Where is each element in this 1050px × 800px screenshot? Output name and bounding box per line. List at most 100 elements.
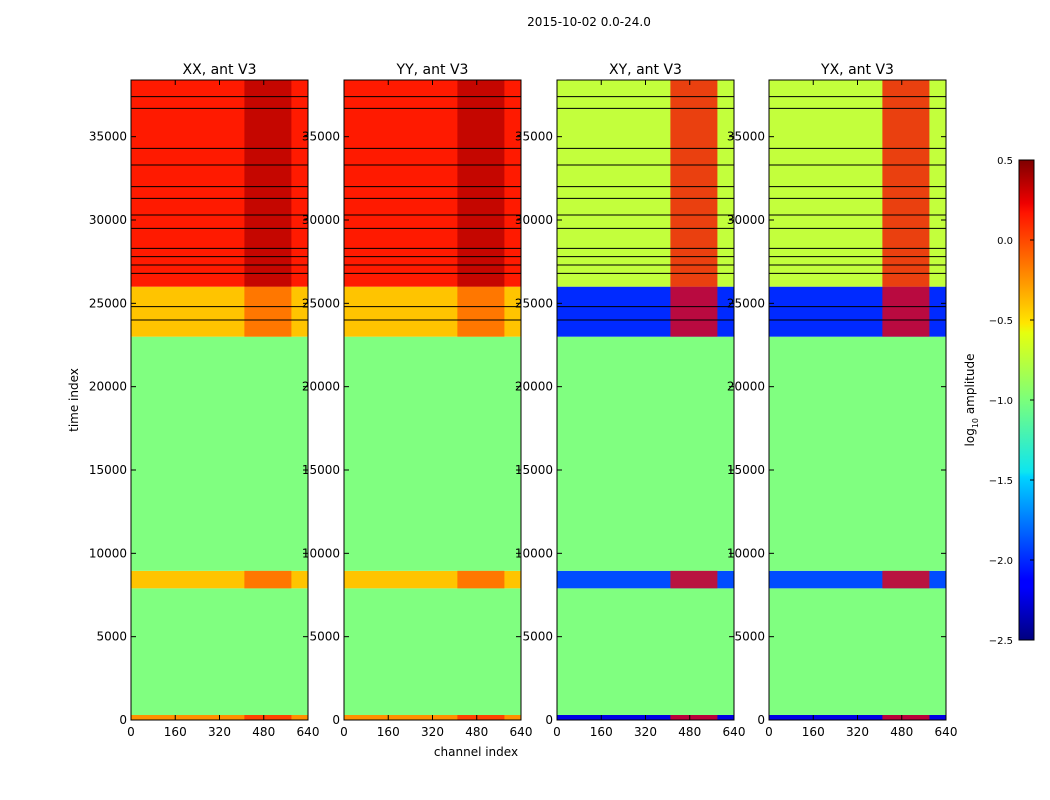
y-tick-label: 5000 (309, 630, 340, 644)
x-axis-label: channel index (434, 745, 518, 759)
x-tick-label: 480 (678, 725, 701, 739)
heatmap-band (457, 715, 505, 720)
panel-title: XX, ant V3 (183, 62, 257, 78)
x-tick-label: 640 (297, 725, 320, 739)
heatmap-band (244, 286, 292, 337)
y-tick-label: 20000 (515, 380, 553, 394)
y-tick-label: 0 (332, 713, 340, 727)
x-tick-label: 160 (164, 725, 187, 739)
colorbar-tick-label: −0.5 (989, 316, 1013, 327)
heatmap-band (882, 570, 930, 589)
panel-title: YY, ant V3 (396, 62, 469, 78)
colorbar-label: log10 amplitude (963, 354, 980, 447)
y-tick-label: 35000 (89, 130, 127, 144)
colorbar: 0.5 0.0 −0.5 −1.0 −1.5 −2.0 −2.5 log10 amplitu… (963, 156, 1035, 647)
y-tick-label: 25000 (515, 296, 553, 310)
x-tick-label: 320 (634, 725, 657, 739)
y-tick-label: 5000 (96, 630, 127, 644)
y-axis-label: time index (67, 368, 81, 432)
heatmap-band (457, 80, 505, 287)
heatmap-band (882, 80, 930, 287)
heatmap-band (670, 715, 718, 720)
y-tick-label: 25000 (302, 296, 340, 310)
y-tick-label: 0 (119, 713, 127, 727)
panel-title: XY, ant V3 (609, 62, 682, 78)
x-tick-label: 480 (252, 725, 275, 739)
heatmap-band (244, 80, 292, 287)
heatmap-block (557, 588, 734, 715)
colorbar-ticks: 0.5 0.0 −0.5 −1.0 −1.5 −2.0 −2.5 (989, 156, 1034, 647)
colorbar-label-amplitude: amplitude (963, 354, 977, 418)
y-tick-label: 15000 (515, 463, 553, 477)
heatmap-band (670, 286, 718, 337)
x-tick-label: 640 (935, 725, 958, 739)
x-tick-label: 480 (890, 725, 913, 739)
x-tick-label: 160 (377, 725, 400, 739)
figure-suptitle: 2015-10-02 0.0-24.0 (527, 15, 651, 29)
y-tick-label: 25000 (727, 296, 765, 310)
heatmap-band (457, 286, 505, 337)
colorbar-tick-label: −1.0 (989, 396, 1013, 407)
heatmap-band (882, 715, 930, 720)
heatmap-band (244, 715, 292, 720)
y-tick-label: 30000 (89, 213, 127, 227)
heatmap-panel-0: XX, ant V3 0 160 320 480 640 0 5000 10000 15000 20… (89, 62, 320, 739)
y-tick-label: 20000 (727, 380, 765, 394)
heatmap-block (769, 588, 946, 715)
colorbar-tick-label: −1.5 (989, 476, 1013, 487)
y-tick-label: 20000 (89, 380, 127, 394)
y-tick-label: 10000 (515, 546, 553, 560)
heatmap-block (131, 336, 308, 571)
heatmap-block (769, 336, 946, 571)
panels: XX, ant V3 0 160 320 480 640 0 5000 10000 15000 20… (89, 62, 958, 739)
heatmap-band (457, 570, 505, 589)
y-tick-label: 0 (757, 713, 765, 727)
x-tick-label: 320 (421, 725, 444, 739)
y-tick-label: 15000 (89, 463, 127, 477)
x-tick-label: 320 (208, 725, 231, 739)
x-tick-label: 640 (723, 725, 746, 739)
colorbar-tick-label: 0.0 (997, 236, 1013, 247)
x-tick-label: 160 (590, 725, 613, 739)
y-tick-label: 30000 (515, 213, 553, 227)
heatmap-block (557, 336, 734, 571)
y-tick-label: 20000 (302, 380, 340, 394)
y-tick-label: 25000 (89, 296, 127, 310)
colorbar-label-sub: 10 (971, 418, 980, 428)
colorbar-tick-label: −2.5 (989, 636, 1013, 647)
x-tick-label: 0 (340, 725, 348, 739)
x-tick-label: 0 (765, 725, 773, 739)
y-tick-label: 0 (545, 713, 553, 727)
y-tick-label: 15000 (727, 463, 765, 477)
heatmap-block (131, 588, 308, 715)
heatmap-block (344, 588, 521, 715)
y-tick-label: 30000 (302, 213, 340, 227)
y-tick-label: 10000 (302, 546, 340, 560)
x-tick-label: 480 (465, 725, 488, 739)
colorbar-tick-label: −2.0 (989, 556, 1013, 567)
panel-title: YX, ant V3 (820, 62, 894, 78)
y-tick-label: 35000 (302, 130, 340, 144)
x-tick-label: 0 (553, 725, 561, 739)
heatmap-band (244, 570, 292, 589)
heatmap-band (670, 80, 718, 287)
x-tick-label: 320 (846, 725, 869, 739)
x-tick-label: 160 (802, 725, 825, 739)
y-tick-label: 10000 (89, 546, 127, 560)
y-tick-label: 10000 (727, 546, 765, 560)
y-tick-label: 5000 (522, 630, 553, 644)
y-tick-label: 35000 (727, 130, 765, 144)
colorbar-label-log: log (963, 428, 977, 446)
heatmap-panel-1: YY, ant V3 0 160 320 480 640 0 5000 10000 15000 20… (302, 62, 533, 739)
heatmap-band (670, 570, 718, 589)
y-tick-label: 30000 (727, 213, 765, 227)
x-tick-label: 640 (510, 725, 533, 739)
colorbar-tick-label: 0.5 (997, 156, 1013, 167)
heatmap-panel-2: XY, ant V3 0 160 320 480 640 0 5000 10000 15000 20… (515, 62, 746, 739)
heatmap-panel-3: YX, ant V3 0 160 320 480 640 0 5000 10000 15000 20… (727, 62, 958, 739)
heatmap-band (882, 286, 930, 337)
y-tick-label: 5000 (734, 630, 765, 644)
y-tick-label: 35000 (515, 130, 553, 144)
x-tick-label: 0 (127, 725, 135, 739)
